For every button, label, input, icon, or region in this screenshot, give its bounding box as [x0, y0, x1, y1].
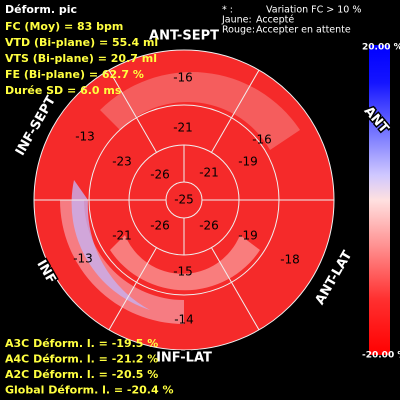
footer-line: A3C Déform. l. = -19.5 %: [5, 337, 158, 350]
segment-value: -19: [238, 155, 258, 169]
header-line: VTS (Bi-plane) = 20.7 ml: [5, 52, 157, 65]
segment-value: -19: [238, 229, 258, 243]
header-line: FE (Bi-plane) = 62.7 %: [5, 68, 144, 81]
footer-line: A4C Déform. l. = -21.2 %: [5, 353, 158, 366]
segment-line: [211, 247, 260, 331]
legend-key: Rouge:: [222, 25, 255, 36]
strain-shade: [71, 180, 150, 310]
segment-value: -26: [150, 219, 170, 233]
segment-lines: [34, 69, 334, 331]
wall-label: ANT-SEPT: [149, 29, 219, 44]
segment-value: -16: [173, 71, 193, 85]
strain-shade: [100, 72, 300, 150]
scale-max: 20.00 %: [362, 43, 400, 53]
segment-line: [211, 69, 260, 153]
header-line: VTD (Bi-plane) = 55.4 ml: [5, 36, 158, 49]
segment-value: -15: [173, 265, 193, 279]
strain-shade: [110, 235, 260, 291]
segment-value: -14: [174, 313, 194, 327]
segment-value: -16: [252, 133, 272, 147]
segment-value: -18: [280, 253, 300, 267]
segment-value: -26: [150, 168, 170, 182]
wall-label: INF-LAT: [156, 351, 212, 366]
segment-value: -13: [73, 252, 93, 266]
segment-value: -21: [112, 229, 132, 243]
legend-text: Accepté: [256, 15, 294, 26]
header-line: Durée SD = 6.0 ms: [5, 84, 122, 97]
segment-value: -13: [75, 130, 95, 144]
legend-key: Jaune:: [221, 15, 252, 26]
segment-value: -26: [199, 219, 219, 233]
segment-line: [108, 247, 157, 331]
legend-text: Variation FC > 10 %: [266, 5, 361, 16]
segment-value: -25: [174, 193, 194, 207]
scale-min: -20.00 %: [362, 351, 400, 361]
segment-value: -23: [112, 155, 132, 169]
legend-key: * :: [222, 5, 233, 16]
color-scale: [369, 45, 390, 355]
header-line: FC (Moy) = 83 bpm: [5, 20, 123, 33]
footer-line: Global Déform. l. = -20.4 %: [5, 384, 173, 397]
segment-value: -21: [173, 121, 193, 135]
header-title: Déform. pic: [5, 3, 77, 16]
segment-line: [108, 69, 157, 153]
segment-value: -21: [199, 166, 219, 180]
legend-text: Accepter en attente: [256, 25, 351, 36]
footer-line: A2C Déform. l. = -20.5 %: [5, 368, 158, 381]
